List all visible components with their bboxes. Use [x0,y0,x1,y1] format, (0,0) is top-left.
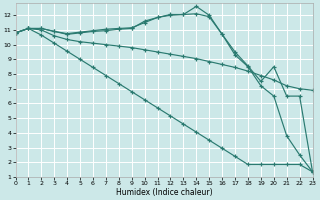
X-axis label: Humidex (Indice chaleur): Humidex (Indice chaleur) [116,188,212,197]
